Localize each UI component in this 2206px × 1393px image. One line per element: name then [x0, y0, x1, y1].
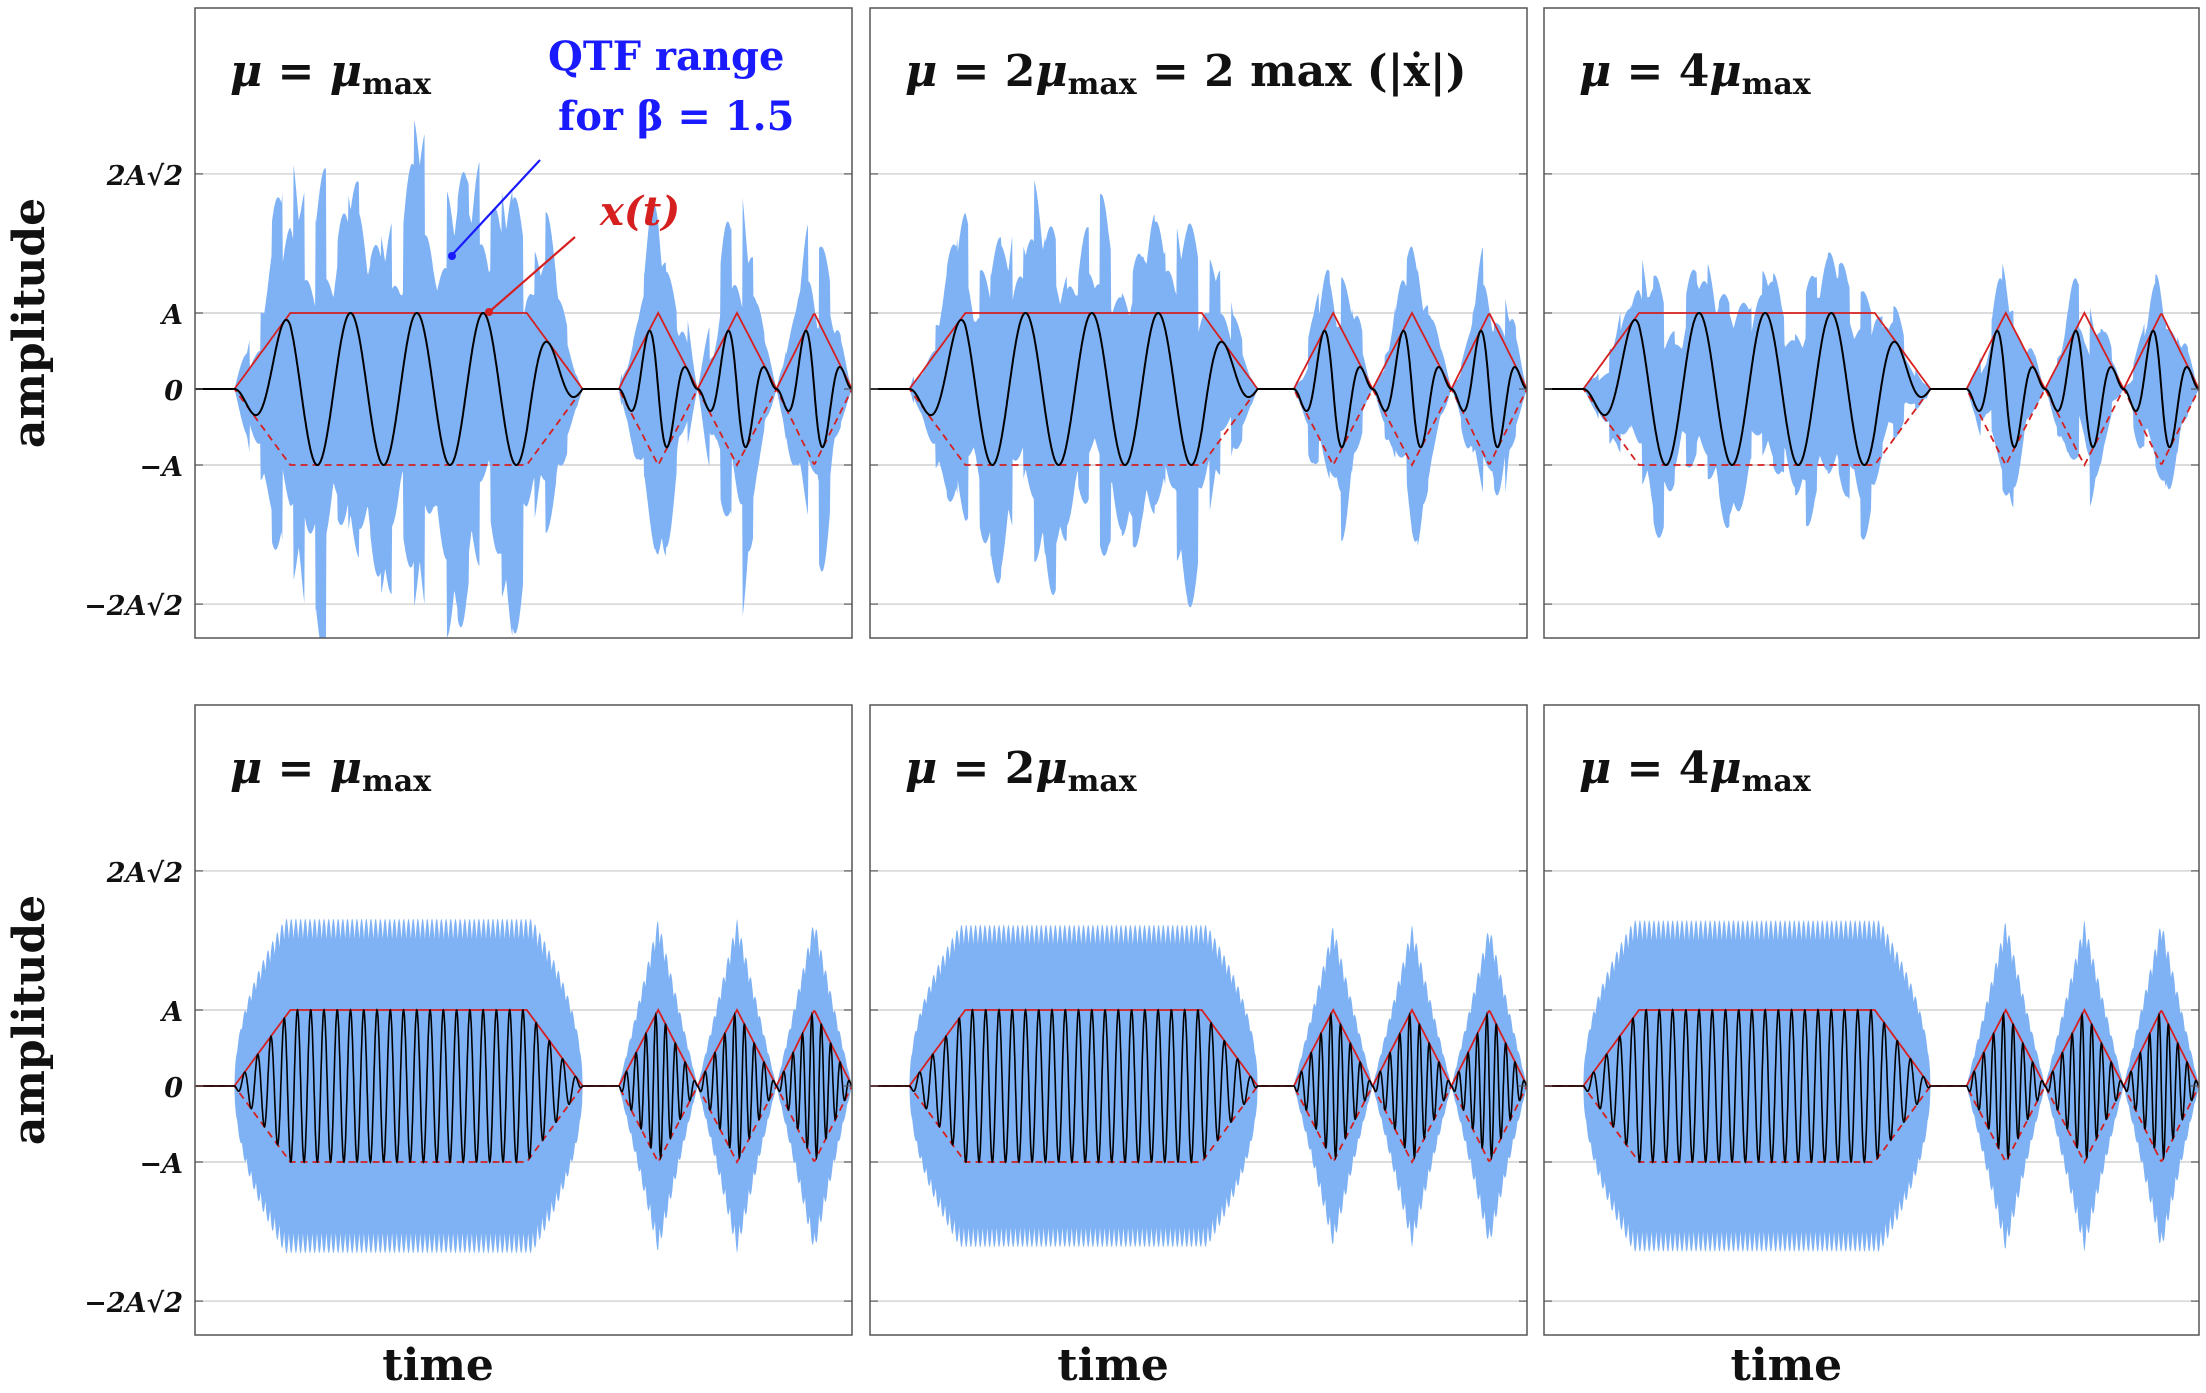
- title-mu-rhs: μ: [1035, 46, 1067, 97]
- panel-frame: [194, 7, 853, 639]
- title-mu-rhs: μ: [1035, 743, 1067, 794]
- title-eq: =: [937, 46, 1005, 97]
- signal-x: [1544, 1008, 2200, 1164]
- title-mu: μ: [905, 743, 937, 794]
- qtf-band: [1544, 920, 2199, 1252]
- panel-1-2: μ = 2μmax = 2 max (|ẋ|): [869, 7, 1528, 639]
- signal-annotation: x(t): [599, 188, 680, 235]
- qtf-annotation-line2: for β = 1.5: [558, 93, 794, 140]
- signal-x: [870, 311, 1528, 467]
- signal-x: [1544, 311, 2200, 467]
- title-mu-rhs: μ: [1709, 743, 1741, 794]
- title-coef: 4: [1679, 46, 1710, 97]
- xlabel: time: [1731, 1340, 1843, 1391]
- ylabel: amplitude: [4, 198, 55, 448]
- envelope-lower: [870, 387, 1528, 467]
- ytick-label: 2A√2: [106, 161, 183, 192]
- ytick-label: A: [159, 997, 183, 1028]
- title-mu-rhs: μ: [330, 743, 362, 794]
- qtf-band: [195, 918, 852, 1254]
- title-mu: μ: [905, 46, 937, 97]
- title-mu-rhs: μ: [1709, 46, 1741, 97]
- signal-x: [195, 1008, 853, 1164]
- panel-frame: [1543, 704, 2200, 1336]
- panel-1-3: μ = 4μmax: [1543, 7, 2200, 639]
- ylabel: amplitude: [4, 895, 55, 1145]
- title-eq: =: [937, 743, 1005, 794]
- title-mu: μ: [1579, 743, 1611, 794]
- panel-frame: [869, 7, 1528, 639]
- ytick-label: A: [159, 300, 183, 331]
- ytick-label: −2A√2: [84, 591, 183, 622]
- title-mu-rhs: μ: [330, 46, 362, 97]
- qtf-band: [1544, 252, 2199, 540]
- panel-title: μ = 2μmax: [905, 743, 1138, 799]
- title-extra: = 2 max (|ẋ|): [1137, 46, 1467, 97]
- panel-title: μ = 2μmax = 2 max (|ẋ|): [905, 46, 1467, 102]
- signal-x: [195, 311, 853, 467]
- title-mu: μ: [1579, 46, 1611, 97]
- title-coef: 2: [1005, 743, 1036, 794]
- ytick-label: 2A√2: [106, 858, 183, 889]
- xlabel: time: [1057, 1340, 1169, 1391]
- title-sub: max: [1742, 764, 1812, 799]
- title-coef: 4: [1679, 743, 1710, 794]
- signal-x: [870, 1008, 1528, 1164]
- title-sub: max: [362, 764, 432, 799]
- title-eq: =: [1611, 46, 1679, 97]
- title-sub: max: [1068, 764, 1138, 799]
- title-eq: =: [262, 46, 330, 97]
- envelope-lower: [1544, 387, 2200, 467]
- ytick-label: 0: [164, 1073, 183, 1104]
- ytick-label: −2A√2: [84, 1288, 183, 1319]
- envelope-upper: [1544, 311, 2200, 391]
- signal-pointer: [488, 236, 576, 313]
- panel-title: μ = 4μmax: [1579, 743, 1812, 799]
- panel-frame: [1543, 7, 2200, 639]
- title-sub: max: [1068, 67, 1138, 102]
- title-sub: max: [362, 67, 432, 102]
- panel-frame: [194, 704, 853, 1336]
- qtf-pointer: [451, 159, 541, 256]
- title-eq: =: [1611, 743, 1679, 794]
- signal-pointer-dot: [485, 308, 493, 316]
- title-coef: 2: [1005, 46, 1036, 97]
- envelope-upper: [870, 311, 1528, 391]
- qtf-annotation-line1: QTF range: [548, 33, 784, 80]
- ytick-label: −A: [139, 1149, 183, 1180]
- panel-title: μ = μmax: [230, 743, 432, 799]
- qtf-band: [870, 180, 1527, 608]
- qtf-band: [870, 924, 1527, 1248]
- ytick-label: 0: [164, 376, 183, 407]
- panel-frame: [869, 704, 1528, 1336]
- title-eq: =: [262, 743, 330, 794]
- panel-title: μ = μmax: [230, 46, 432, 102]
- title-sub: max: [1742, 67, 1812, 102]
- panel-title: μ = 4μmax: [1579, 46, 1812, 102]
- title-mu: μ: [230, 46, 262, 97]
- qtf-band: [195, 119, 852, 638]
- envelope-lower: [195, 386, 853, 467]
- title-mu: μ: [230, 743, 262, 794]
- envelope-upper: [195, 311, 853, 392]
- ytick-label: −A: [139, 452, 183, 483]
- xlabel: time: [382, 1340, 494, 1391]
- annotations: QTF range for β = 1.5 x(t): [448, 33, 794, 316]
- qtf-pointer-dot: [448, 252, 456, 260]
